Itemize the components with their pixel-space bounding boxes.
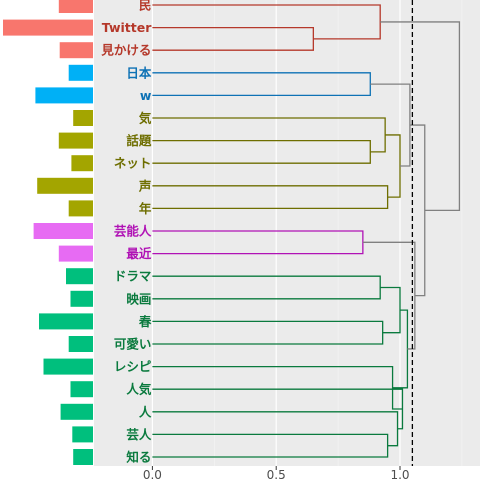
x-tick-label: 0.5: [267, 468, 286, 480]
leaf-label: 気: [139, 111, 152, 126]
frequency-bar: [3, 19, 93, 36]
frequency-bar: [66, 268, 93, 285]
frequency-bar: [58, 0, 93, 13]
leaf-label: 春: [138, 314, 152, 329]
frequency-bar: [58, 132, 93, 149]
leaf-label: 知る: [125, 450, 151, 465]
dendrogram-link: [380, 21, 461, 211]
leaf-label: 声: [138, 178, 152, 193]
x-tick-label: 1.0: [390, 468, 409, 480]
leaf-label: ネット: [114, 156, 152, 171]
dendrogram-links: [152, 4, 461, 458]
frequency-bar: [72, 426, 93, 443]
x-axis-ticks: 0.0 0.5 1.0: [143, 466, 410, 480]
leaf-label: 芸人: [126, 427, 152, 442]
frequency-bar: [68, 200, 93, 217]
leaf-label: 日本: [126, 65, 152, 80]
leaf-label: レシピ: [114, 359, 152, 374]
frequency-bar: [35, 87, 93, 104]
frequency-bars: [3, 0, 93, 465]
leaf-label: 人気: [126, 382, 152, 397]
leaf-label: w: [140, 88, 152, 103]
frequency-bar: [68, 64, 93, 81]
frequency-bar: [43, 358, 93, 375]
leaf-label: 話題: [126, 133, 152, 148]
leaf-label: 可愛い: [114, 337, 152, 352]
leaf-label: 人: [139, 404, 152, 419]
leaf-label: Twitter: [102, 20, 152, 35]
frequency-bar: [33, 223, 93, 239]
plot-background: [94, 0, 480, 466]
frequency-bar: [37, 177, 93, 194]
leaf-label: 年: [139, 201, 152, 216]
frequency-bar: [71, 155, 93, 172]
x-tick-label: 0.0: [143, 468, 162, 480]
leaf-label: 民: [139, 0, 152, 13]
frequency-bar: [73, 110, 93, 126]
frequency-bar: [59, 42, 93, 59]
frequency-bar: [70, 381, 93, 398]
frequency-bar: [39, 313, 93, 330]
leaf-label: 芸能人: [114, 224, 152, 239]
leaf-label: ドラマ: [114, 269, 152, 284]
frequency-bar: [73, 449, 93, 465]
leaf-label: 最近: [126, 246, 152, 261]
frequency-bar: [68, 336, 93, 352]
frequency-bar: [60, 403, 93, 420]
leaf-label: 映画: [126, 291, 151, 306]
frequency-bar: [58, 245, 93, 262]
leaf-label: 見かける: [100, 43, 151, 58]
frequency-bar: [70, 290, 93, 307]
